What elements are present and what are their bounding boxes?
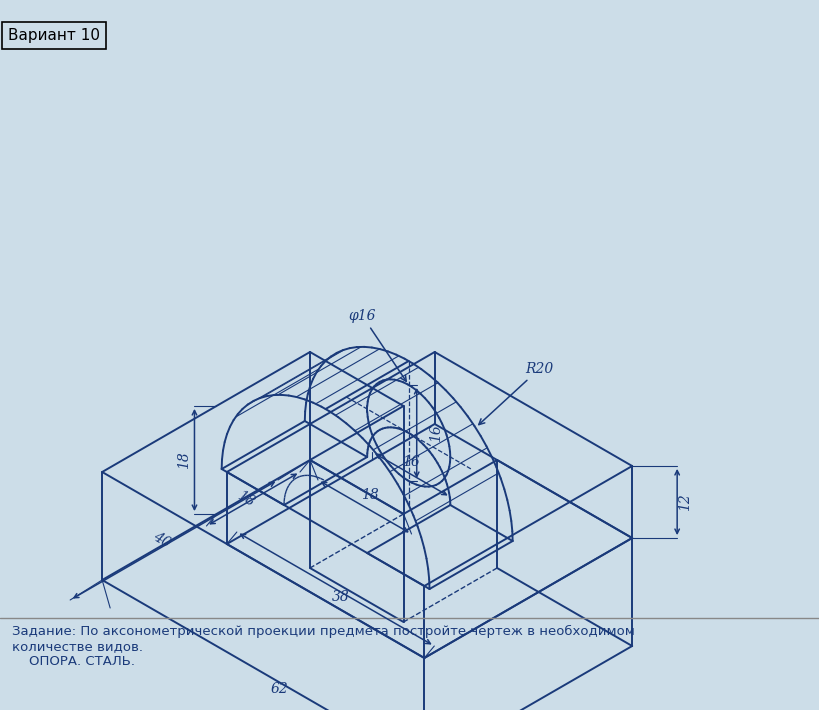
Text: φ16: φ16 (349, 309, 406, 381)
Text: 40: 40 (151, 530, 174, 550)
Text: 12: 12 (678, 493, 692, 511)
Text: R20: R20 (479, 361, 554, 425)
Text: 18: 18 (234, 488, 256, 510)
Text: Задание: По аксонометрической проекции предмета постройте чертеж в необходимом
к: Задание: По аксонометрической проекции п… (12, 625, 635, 668)
Text: 18: 18 (361, 488, 378, 502)
Text: 16: 16 (428, 424, 443, 442)
Text: 16: 16 (402, 456, 420, 469)
Text: Вариант 10: Вариант 10 (8, 28, 100, 43)
Text: 38: 38 (332, 590, 350, 604)
Text: 18: 18 (178, 451, 192, 469)
Text: 62: 62 (270, 682, 288, 696)
